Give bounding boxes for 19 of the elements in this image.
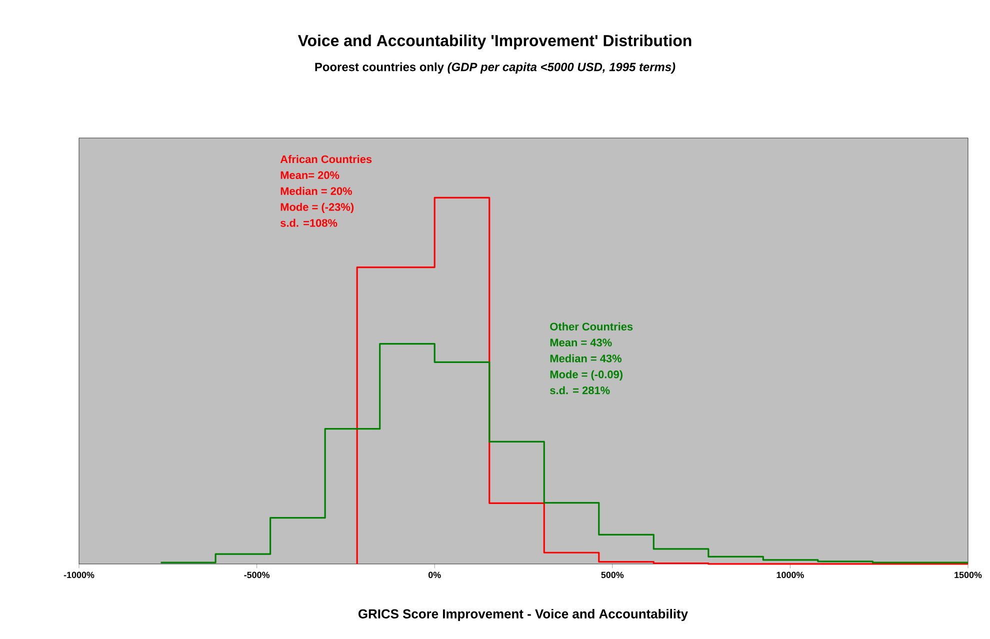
chart-subtitle: Poorest countries only (GDP per capita <5000 USD, 1995 terms) [315, 62, 676, 74]
annotation: Mean = 43% [550, 338, 612, 346]
x-tick-label: 1500% [954, 572, 982, 578]
x-tick-label: -500% [244, 572, 270, 578]
x-tick-label: 0% [428, 572, 441, 578]
x-tick-label: 500% [601, 572, 624, 578]
x-axis-title: GRICS Score Improvement - Voice and Accountability [358, 608, 688, 622]
text: Mean= 20% [280, 171, 340, 180]
chart-title: Voice and Accountability 'Improvement' Distribution [298, 34, 692, 50]
annotation: Mode = (-23%) [280, 202, 354, 214]
annotation: Median = 43% [550, 354, 622, 362]
x-tick-label: 1000% [776, 572, 804, 578]
text: African Countries [280, 155, 372, 164]
x-tick-label: -1000% [64, 572, 94, 578]
annotation: s.d. =108% [280, 218, 338, 227]
text: Other Countries [550, 322, 633, 330]
annotation: s.d. = 281% [550, 386, 610, 394]
text: Median = 20% [280, 186, 352, 195]
annotation: Mode = (-0.09) [550, 370, 622, 380]
